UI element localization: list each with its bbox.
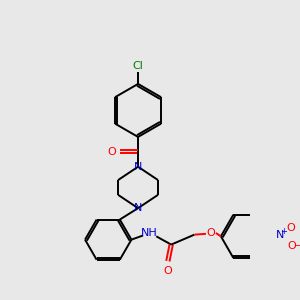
Text: O: O <box>107 147 116 157</box>
Text: O: O <box>288 241 296 251</box>
Text: N: N <box>134 203 142 213</box>
Text: N: N <box>134 162 142 172</box>
Text: −: − <box>295 241 300 251</box>
Text: N: N <box>275 230 284 240</box>
Text: O: O <box>207 228 215 238</box>
Text: O: O <box>286 223 295 233</box>
Text: +: + <box>280 227 287 236</box>
Text: NH: NH <box>141 228 158 238</box>
Text: Cl: Cl <box>133 61 143 71</box>
Text: O: O <box>164 266 172 276</box>
